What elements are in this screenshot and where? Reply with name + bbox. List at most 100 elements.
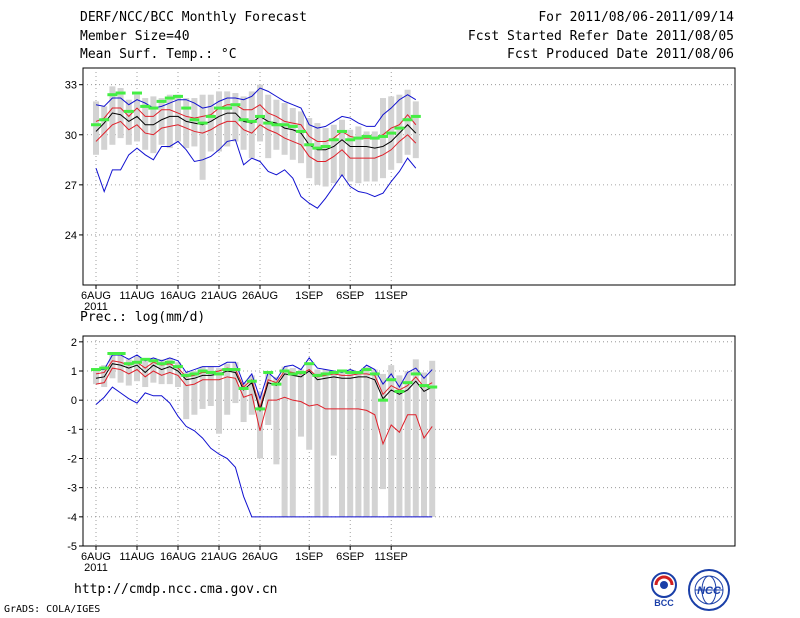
- temp-spread-box: [125, 99, 132, 145]
- temp-ensemble-mean-line: [95, 112, 417, 151]
- prec-spread-box: [224, 363, 231, 415]
- prec-xtick-label: 11SEP: [374, 551, 407, 563]
- prec-ytick-label: -4: [67, 512, 77, 524]
- prec-minimum-line: [95, 386, 433, 518]
- prec-observation-mark: [410, 372, 421, 376]
- prec-spread-box: [388, 365, 395, 517]
- prec-observation-mark: [337, 369, 347, 373]
- temp-observation-mark: [255, 114, 265, 118]
- temp-spread-box: [142, 98, 149, 150]
- prec-observation-mark: [419, 384, 429, 388]
- temp-xtick-label: 6SEP: [336, 290, 364, 302]
- prec-spread-box: [306, 365, 313, 450]
- prec-ytick-label: -5: [67, 541, 77, 553]
- temp-xtick-label: 16AUG: [160, 290, 196, 302]
- temp-minus-std-line: [95, 120, 417, 162]
- chart-title: DERF/NCC/BCC Monthly Forecast: [80, 10, 307, 25]
- prec-spread-box: [429, 360, 436, 517]
- prec-spread-box: [281, 366, 288, 517]
- prec-observation-mark: [378, 398, 388, 402]
- prec-observation-mark: [123, 362, 134, 366]
- temp-xtick-label: 6AUG: [81, 290, 111, 302]
- temp-observation-mark: [271, 123, 282, 127]
- forecast-start-date: Fcst Started Refer Date 2011/08/05: [467, 29, 734, 44]
- temp-xtick-label: 1SEP: [295, 290, 323, 302]
- prec-observation-mark: [402, 381, 413, 385]
- prec-spread-box: [322, 369, 329, 517]
- temp-observation-mark: [197, 121, 208, 125]
- temp-observation-mark: [156, 99, 167, 103]
- prec-spread-box: [363, 366, 370, 517]
- temp-year-label: 2011: [84, 301, 108, 313]
- temp-observation-mark: [132, 91, 142, 95]
- temp-spread-box: [380, 98, 386, 179]
- prec-spread-box: [134, 356, 140, 382]
- temp-spread-box: [363, 131, 370, 182]
- prec-xtick-label: 6SEP: [336, 551, 364, 563]
- prec-plot-frame: [82, 335, 736, 547]
- temp-spread-box: [371, 131, 378, 182]
- prec-spread-box: [183, 372, 190, 420]
- temp-observation-mark: [205, 114, 216, 118]
- prec-observation-mark: [99, 366, 110, 370]
- temp-observation-mark: [148, 106, 159, 110]
- temp-observation-mark: [246, 119, 257, 123]
- temp-observation-mark: [312, 146, 323, 150]
- prec-spread-box: [314, 369, 321, 517]
- prec-spread-box: [257, 391, 263, 459]
- prec-xtick-label: 6AUG: [81, 551, 111, 563]
- temp-observation-mark: [320, 144, 331, 148]
- prec-ytick-label: 0: [71, 395, 77, 407]
- prec-spread-box: [216, 368, 222, 434]
- prec-observation-mark: [255, 407, 265, 411]
- temp-observation-mark: [287, 124, 298, 128]
- prec-ytick-label: -3: [67, 483, 77, 495]
- prec-ytick-label: -2: [67, 454, 77, 466]
- temp-spread-box: [183, 98, 190, 149]
- temp-spread-box: [298, 111, 304, 164]
- prec-spread-box: [339, 369, 345, 517]
- prec-observation-mark: [369, 372, 380, 376]
- prec-spread-box: [412, 359, 419, 517]
- prec-spread-box: [371, 369, 378, 517]
- prec-observation-mark: [312, 373, 323, 377]
- prec-spread-box: [347, 369, 354, 517]
- temp-spread-box: [117, 88, 124, 139]
- prec-observation-mark: [296, 370, 306, 374]
- ncc-logo-text: NCC: [697, 585, 722, 597]
- prec-xtick-label: 26AUG: [242, 551, 278, 563]
- prec-observation-mark: [214, 372, 224, 376]
- temp-spread-box: [158, 98, 165, 145]
- prec-spread-box: [142, 360, 149, 388]
- temp-observation-mark: [304, 143, 315, 147]
- prec-spread-box: [355, 371, 362, 517]
- prec-observation-mark: [222, 368, 233, 372]
- prec-observation-mark: [197, 369, 208, 373]
- prec-plus-std-line: [95, 360, 433, 410]
- prec-observation-mark: [345, 370, 356, 374]
- prec-observation-mark: [361, 368, 372, 372]
- prec-ytick-label: 1: [71, 366, 77, 378]
- prec-observation-mark: [263, 370, 274, 374]
- temp-spread-box: [314, 123, 321, 185]
- prec-spread-box: [166, 357, 173, 385]
- temp-observation-mark: [173, 94, 183, 98]
- temp-spread-box: [257, 84, 263, 142]
- member-size-label: Member Size=40: [80, 29, 190, 44]
- temp-spread-box: [339, 119, 345, 177]
- prec-spread-box: [421, 372, 427, 517]
- prec-ensemble-mean-line: [95, 363, 433, 413]
- prec-spread-box: [117, 352, 124, 383]
- prec-spread-box: [404, 371, 411, 517]
- temp-observation-mark: [91, 123, 101, 127]
- temp-spread-box: [289, 108, 296, 160]
- temperature-panel: 24 27 30 33 6AUG 11AUG 16AUG 21AUG 26AUG 1SEP 6SEP…: [65, 67, 736, 313]
- temp-observation-mark: [410, 114, 421, 118]
- bcc-logo: BCC: [644, 568, 684, 612]
- prec-observation-mark: [173, 365, 183, 369]
- temp-spread-box: [404, 89, 411, 155]
- prec-ytick-label: 2: [71, 337, 77, 349]
- temp-observation-mark: [369, 136, 380, 140]
- temp-spread-box: [109, 86, 116, 145]
